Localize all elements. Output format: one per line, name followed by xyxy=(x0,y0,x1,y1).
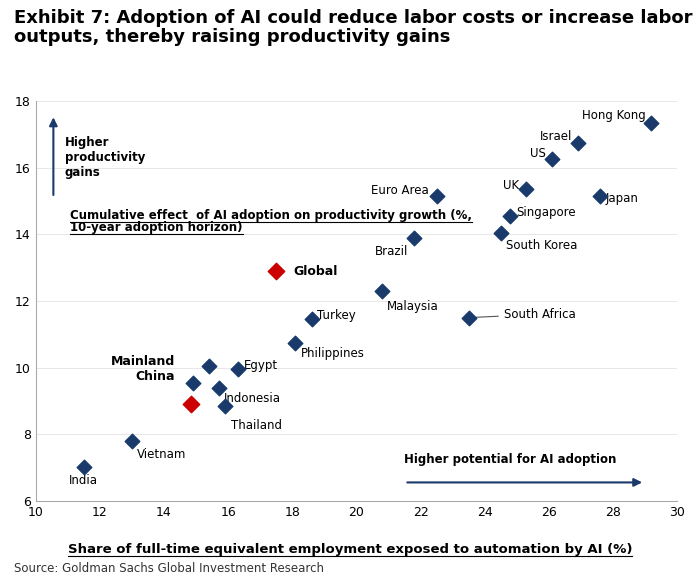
Text: Global: Global xyxy=(294,264,338,277)
Point xyxy=(594,191,606,201)
Point xyxy=(521,185,532,194)
Point xyxy=(213,383,224,392)
Text: Israel: Israel xyxy=(540,130,572,143)
Point xyxy=(126,436,137,445)
Text: Brazil: Brazil xyxy=(375,245,408,258)
Text: Malaysia: Malaysia xyxy=(387,300,439,313)
Point xyxy=(463,313,474,322)
Text: Higher
productivity
gains: Higher productivity gains xyxy=(64,136,145,179)
Text: Euro Area: Euro Area xyxy=(371,184,428,197)
Text: South Korea: South Korea xyxy=(507,239,578,252)
Text: outputs, thereby raising productivity gains: outputs, thereby raising productivity ga… xyxy=(14,28,450,46)
Point xyxy=(232,365,244,374)
Point xyxy=(547,155,558,164)
Text: Share of full-time equivalent employment exposed to automation by AI (%): Share of full-time equivalent employment… xyxy=(68,543,632,556)
Text: South Africa: South Africa xyxy=(471,308,575,321)
Point xyxy=(188,378,199,387)
Point xyxy=(271,266,282,276)
Point xyxy=(306,314,317,324)
Point xyxy=(495,228,506,237)
Text: UK: UK xyxy=(503,179,519,192)
Point xyxy=(505,212,516,221)
Text: Philippines: Philippines xyxy=(301,347,365,360)
Text: Higher potential for AI adoption: Higher potential for AI adoption xyxy=(405,453,617,466)
Point xyxy=(409,233,420,242)
Text: Japan: Japan xyxy=(606,192,639,205)
Text: Vietnam: Vietnam xyxy=(136,448,186,461)
Text: Mainland
China: Mainland China xyxy=(111,354,175,383)
Point xyxy=(431,191,442,201)
Text: Turkey: Turkey xyxy=(317,309,356,322)
Text: Hong Kong: Hong Kong xyxy=(582,109,645,122)
Point xyxy=(203,361,214,371)
Text: Indonesia: Indonesia xyxy=(224,392,281,405)
Text: Singapore: Singapore xyxy=(516,205,575,219)
Text: Thailand: Thailand xyxy=(231,419,281,432)
Point xyxy=(219,401,230,411)
Point xyxy=(572,138,583,147)
Text: India: India xyxy=(69,474,98,487)
Text: 10-year adoption horizon): 10-year adoption horizon) xyxy=(70,221,242,234)
Point xyxy=(646,118,657,128)
Point xyxy=(377,287,388,296)
Text: Exhibit 7: Adoption of AI could reduce labor costs or increase labor: Exhibit 7: Adoption of AI could reduce l… xyxy=(14,9,692,27)
Point xyxy=(78,463,90,472)
Point xyxy=(290,338,301,347)
Text: Egypt: Egypt xyxy=(244,358,278,372)
Text: Cumulative effect  of AI adoption on productivity growth (%,: Cumulative effect of AI adoption on prod… xyxy=(70,209,472,222)
Text: US: US xyxy=(531,147,546,160)
Point xyxy=(186,400,197,409)
Text: Source: Goldman Sachs Global Investment Research: Source: Goldman Sachs Global Investment … xyxy=(14,563,324,575)
